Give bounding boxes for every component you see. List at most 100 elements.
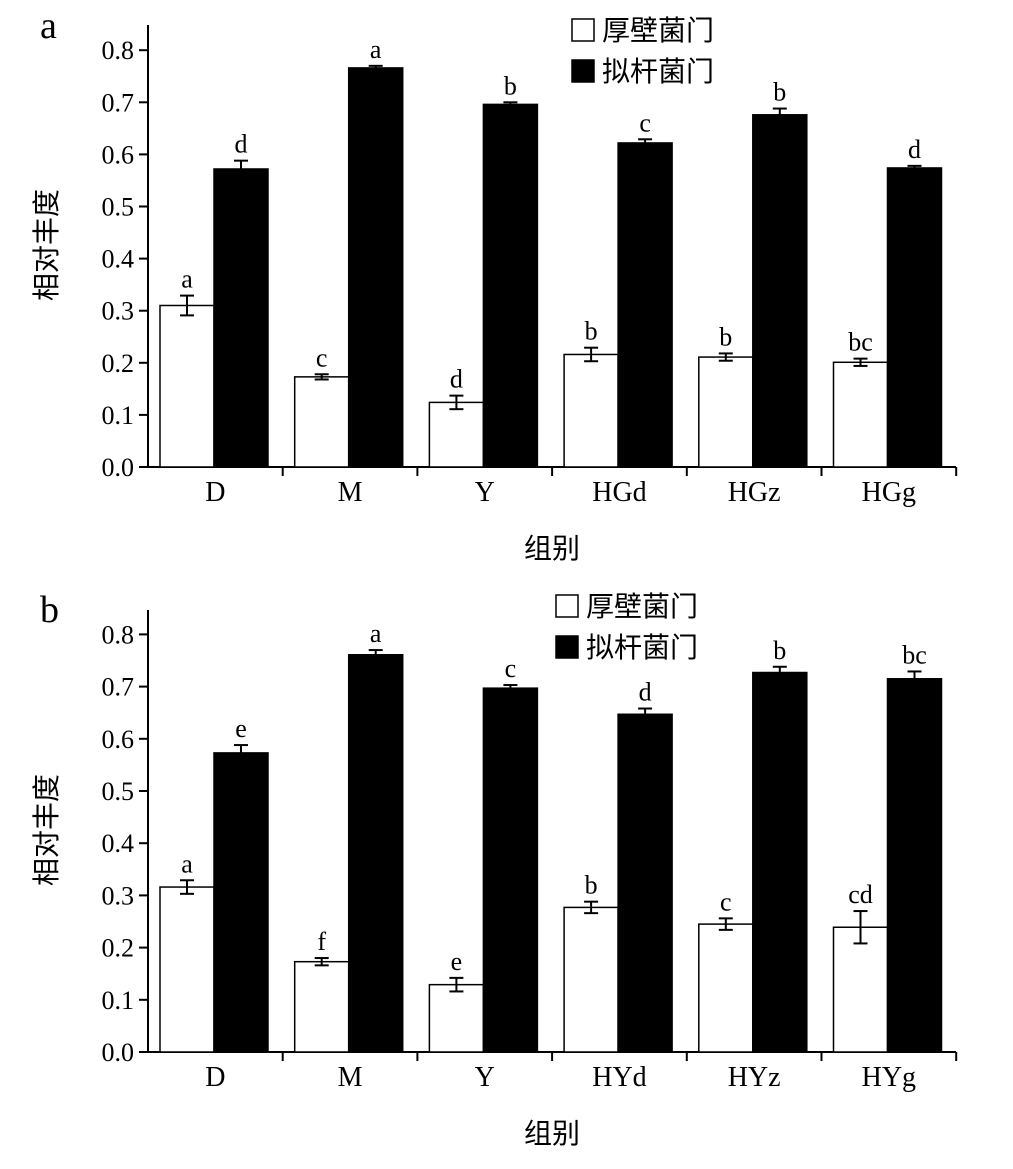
panel-label: b [40,589,59,631]
y-axis-title: 相对丰度 [31,189,63,301]
significance-letter: b [504,71,517,100]
x-tick-label: Y [475,477,495,508]
y-tick-label: 0.6 [102,140,135,169]
error-bar [234,159,248,179]
error-bar [503,684,518,693]
significance-letter: b [585,871,598,900]
bar-bacteroidetes-HGd [617,142,673,468]
legend-swatch-firmicutes [555,594,579,618]
significance-letter: a [181,265,193,294]
error-bar [718,352,733,362]
bar-firmicutes-HGd [563,353,619,468]
bar-firmicutes-HGz [698,356,754,468]
significance-letter: c [505,654,517,683]
bar-bacteroidetes-Y [482,103,539,468]
bar-firmicutes-HYd [563,906,619,1053]
y-tick-label: 0.3 [102,297,135,326]
y-tick-label: 0.5 [102,193,135,222]
error-bar [314,373,329,381]
bar-bacteroidetes-HGg [886,167,943,468]
panel-label: a [40,5,57,47]
y-axis-title: 相对丰度 [31,774,63,886]
significance-letter: a [370,35,382,64]
significance-letter: c [720,887,732,916]
x-tick-label: HGg [862,477,916,508]
significance-letter: c [316,343,328,372]
y-tick-label: 0.4 [102,245,135,274]
significance-letter: d [639,678,652,707]
legend-label: 拟杆菌门 [586,632,698,664]
error-bar [638,138,653,148]
legend-swatch-firmicutes [571,18,595,42]
x-tick-label: HGd [592,477,646,508]
y-tick-label: 0.2 [102,934,135,963]
chart-panel-a: a 0.0 0.1 0.2 0.3 0.4 0.5 0.6 0.7 0.8 相对丰度 Da d Mc a Yd… [31,5,958,565]
significance-letter: d [235,130,248,159]
error-bar [638,707,653,722]
x-tick-label: HYg [862,1062,916,1093]
y-tick-label: 0.7 [102,88,135,117]
bar-firmicutes-HYg [832,926,889,1053]
error-bar [368,64,383,71]
error-bar [853,910,868,945]
bar-firmicutes-M [293,376,350,468]
significance-letter: cd [848,880,873,909]
significance-letter: d [908,135,921,164]
bar-firmicutes-HYz [698,923,754,1053]
error-bar [584,900,599,915]
bar-bacteroidetes-HYz [752,671,808,1053]
error-bar [772,665,787,680]
y-tick-label: 0.8 [102,620,135,649]
x-tick-label: Y [475,1062,495,1093]
significance-letter: d [450,365,463,394]
significance-letter: f [317,927,326,956]
x-axis-title: 组别 [524,533,580,565]
x-axis-title: 组别 [524,1118,580,1150]
error-bar [180,294,194,317]
y-tick-label: 0.1 [102,401,135,430]
significance-letter: a [181,849,193,878]
bar-bacteroidetes-D [213,168,269,468]
x-tick-label: HGz [728,477,781,508]
bar-bacteroidetes-M [347,67,404,468]
error-bar [584,346,599,363]
legend-swatch-bacteroidetes [571,59,595,83]
y-tick-label: 0.6 [102,725,135,754]
bar-firmicutes-D [159,886,215,1053]
error-bar [449,976,464,993]
significance-letter: bc [902,640,927,669]
x-tick-label: D [205,477,225,508]
error-bar [907,670,922,688]
significance-letter: b [773,78,786,107]
bar-firmicutes-Y [428,983,485,1053]
significance-letter: b [773,636,786,665]
bar-bacteroidetes-HYd [617,713,673,1053]
y-tick-label: 0.0 [102,453,135,482]
legend-label: 厚壁菌门 [586,591,698,623]
y-tick-label: 0.7 [102,673,135,702]
bar-bacteroidetes-HYg [886,678,943,1053]
significance-letter: b [719,322,732,351]
x-tick-label: M [338,477,363,508]
error-bar [907,164,922,172]
legend-label: 拟杆菌门 [602,56,714,88]
error-bar [314,957,329,967]
significance-letter: e [235,714,247,743]
x-tick-label: HYd [592,1062,646,1093]
y-tick-label: 0.1 [102,986,135,1015]
error-bar [772,107,787,123]
significance-letter: e [451,947,463,976]
significance-letter: a [370,619,382,648]
y-tick-label: 0.2 [102,349,135,378]
legend-label: 厚壁菌门 [602,15,714,47]
bar-firmicutes-Y [428,401,485,468]
chart-panel-b: b 0.0 0.1 0.2 0.3 0.4 0.5 0.6 0.7 0.8 相对丰度 Da e Mf a Ye… [31,589,958,1150]
bar-firmicutes-HGg [832,361,889,468]
bar-bacteroidetes-D [213,752,269,1053]
error-bar [853,357,868,367]
error-bar [234,744,248,762]
bar-bacteroidetes-HGz [752,114,808,468]
